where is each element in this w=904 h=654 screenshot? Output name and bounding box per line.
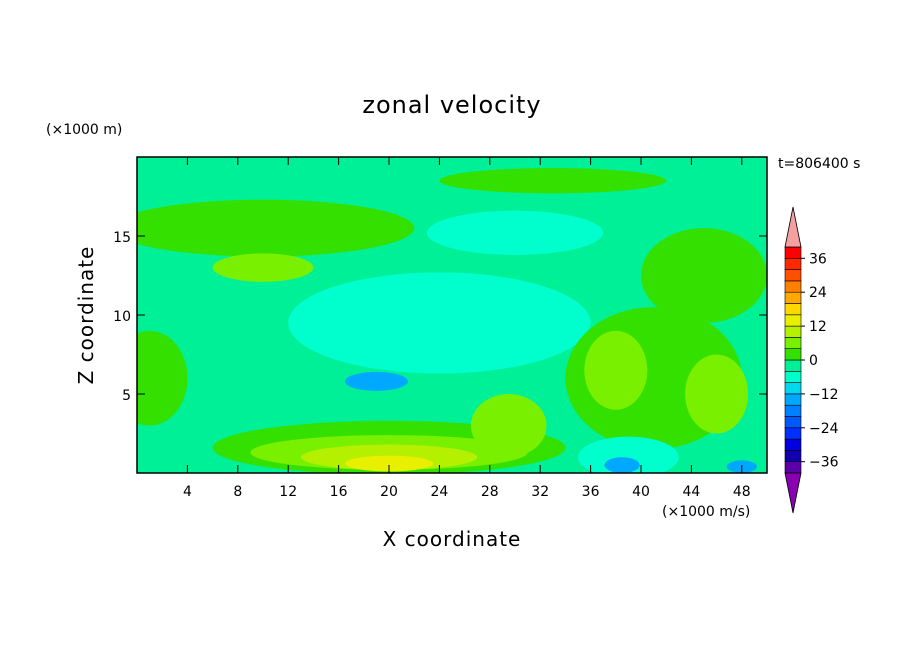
x-tick-label: 4 [183,484,192,500]
y-tick-label: 5 [122,388,131,404]
contour-region-9 [685,354,749,434]
colorbar-segment [784,427,802,440]
colorbar-segment [784,450,802,462]
contour-region-10 [137,330,188,426]
colorbar-upper-extend [784,206,802,248]
x-tick-label: 48 [733,484,751,500]
y-axis-ticks: 5 10 15 [113,230,767,404]
x-tick-label: 40 [632,484,650,500]
colorbar-lower-extend [784,472,802,514]
colorbar-tick-label: 12 [809,319,827,335]
colorbar-tick-label: −36 [809,455,839,471]
x-tick-label: 44 [682,484,700,500]
x-tick-label: 28 [481,484,499,500]
y-axis-label: Z coordinate [74,246,98,385]
colorbar-segment [784,291,802,304]
contour-region-16 [578,436,679,473]
colorbar-segment [784,359,802,372]
colorbar-segment [784,393,802,406]
x-tick-label: 16 [330,484,348,500]
colorbar-segment [784,438,802,451]
colorbar-tick-label: −24 [809,421,839,437]
colorbar-segment [784,416,802,429]
colorbar-segment [784,257,802,270]
colorbar-segment [784,370,802,383]
colorbar-segment [784,314,802,327]
x-tick-label: 20 [380,484,398,500]
x-tick-label: 24 [430,484,448,500]
colorbar-segment [784,303,802,316]
contour-region-4 [212,253,314,282]
contour-region-5 [439,168,667,194]
colorbar-segment [784,337,802,349]
x-tick-label: 12 [279,484,297,500]
chart-title: zonal velocity [362,91,541,119]
colorbar-segment [784,382,802,395]
time-label: t=806400 s [778,156,860,172]
x-axis-label: X coordinate [383,527,522,551]
colorbar-tick-label: 36 [809,251,827,267]
y-tick-label: 15 [113,230,131,246]
x-tick-label: 36 [582,484,600,500]
colorbar-segment [784,246,802,259]
y-unit-label: (×1000 m) [46,122,122,138]
contour-region-3 [137,199,415,257]
colorbar-segment [784,461,802,474]
colorbar-segment [784,280,802,293]
contour-region-1 [344,371,408,391]
contour-regions [137,168,767,473]
contour-region-15 [470,394,547,458]
contour-region-2 [426,210,604,255]
contour-region-6 [641,228,767,323]
colorbar-segment [784,269,802,282]
contour-region-17 [604,457,640,473]
colorbar-segment [784,348,802,361]
colorbar: 36 24 12 0 −12 −24 −36 [784,206,839,514]
contour-region-0 [288,272,591,374]
colorbar-tick-label: −12 [809,387,839,403]
contour-region-8 [584,330,648,410]
x-axis-ticks: 4 8 12 16 20 24 28 32 36 40 44 48 [183,157,751,500]
colorbar-segment [784,325,802,338]
y-tick-label: 10 [113,309,131,325]
x-tick-label: 32 [531,484,549,500]
contour-region-14 [344,455,434,472]
x-tick-label: 8 [233,484,242,500]
x-unit-label: (×1000 m/s) [662,504,750,520]
colorbar-segment [784,404,802,417]
colorbar-tick-label: 0 [809,353,818,369]
colorbar-tick-label: 24 [809,285,827,301]
